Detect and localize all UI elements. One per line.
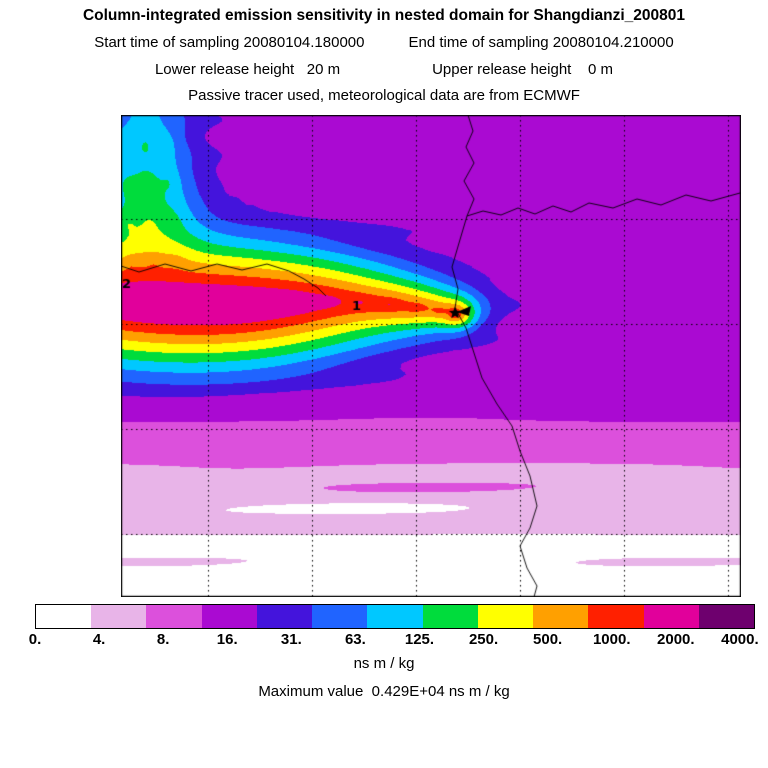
colorbar-tick-label: 500.	[533, 631, 563, 648]
colorbar-segment	[146, 605, 202, 628]
sampling-start-label: Start time of sampling 20080104.180000	[94, 34, 365, 51]
colorbar-tick-label: 63.	[344, 631, 366, 648]
colorbar-segment	[367, 605, 423, 628]
colorbar-segment	[312, 605, 368, 628]
colorbar-tick-label: 0.	[28, 631, 42, 648]
colorbar-tick-label: 125.	[404, 631, 435, 648]
upper-release-label: Upper release height 0 m	[432, 61, 614, 78]
emission-sensitivity-map	[121, 115, 741, 597]
max-value-prefix: Maximum value	[258, 683, 368, 700]
colorbar-tick-label: 8.	[156, 631, 170, 648]
lower-release-label: Lower release height 20 m	[154, 61, 341, 78]
colorbar-tick-label: 2000.	[657, 631, 695, 648]
colorbar	[35, 604, 755, 629]
colorbar-segment	[477, 605, 534, 628]
colorbar-tick-label: 250.	[468, 631, 499, 648]
colorbar-segment	[533, 605, 589, 628]
colorbar-segment	[643, 605, 699, 628]
max-value-text: 0.429E+04 ns m / kg	[367, 683, 510, 700]
colorbar-segment	[422, 605, 478, 628]
colorbar-tick-label: 16.	[216, 631, 238, 648]
tracer-note: Passive tracer used, meteorological data…	[188, 87, 580, 104]
colorbar-segment	[91, 605, 147, 628]
colorbar-tick-label: 1000.	[592, 631, 631, 648]
sampling-time-row: Start time of sampling 20080104.180000 E…	[0, 34, 768, 51]
colorbar-segment	[698, 605, 755, 628]
units-label: ns m / kg	[353, 655, 415, 672]
sampling-end-label: End time of sampling 20080104.210000	[408, 34, 674, 51]
colorbar-segment	[588, 605, 644, 628]
colorbar-tick-label: 31.	[280, 631, 302, 648]
colorbar-tick-label: 4.	[92, 631, 106, 648]
colorbar-segment	[201, 605, 257, 628]
chart-title: Column-integrated emission sensitivity i…	[82, 7, 686, 24]
colorbar-segment	[256, 605, 313, 628]
colorbar-segment	[36, 605, 92, 628]
colorbar-ticks: 0. 4. 8. 16. 31. 63. 125. 250. 500. 1000. 2000. 400…	[29, 631, 759, 649]
max-value-label: Maximum value 0.429E+04 ns m / kg	[0, 683, 768, 700]
colorbar-tick-label: 4000.	[721, 631, 759, 648]
map-plot-area	[121, 115, 741, 597]
release-height-row: Lower release height 20 m Upper release …	[0, 61, 768, 78]
